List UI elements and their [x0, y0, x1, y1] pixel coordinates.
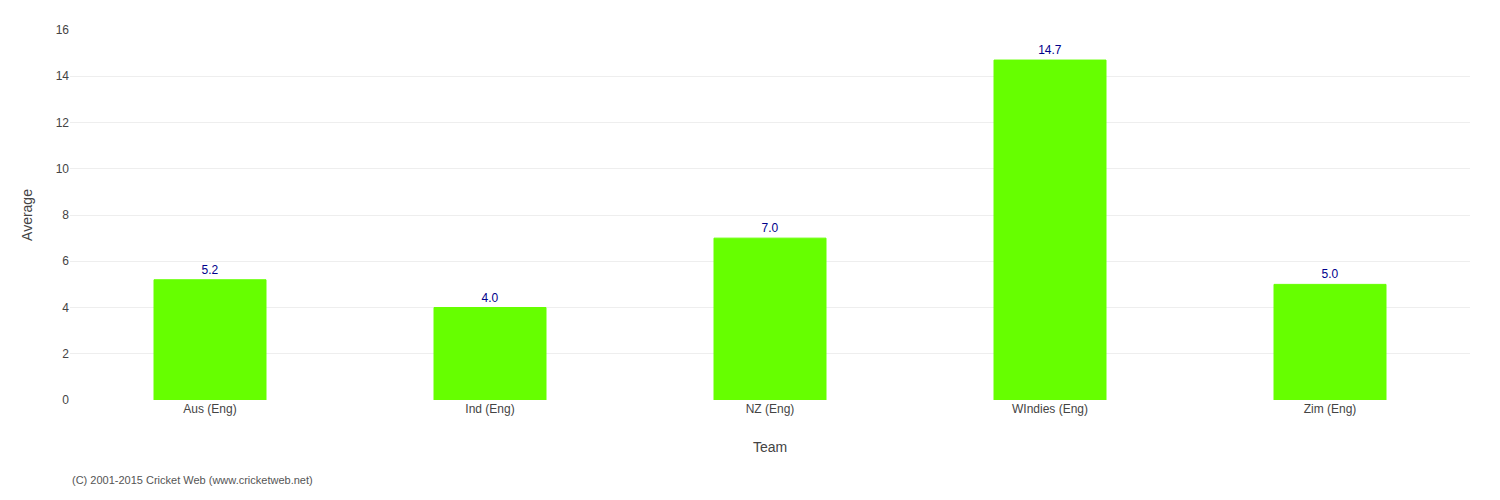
svg-text:Average: Average: [19, 189, 35, 241]
svg-text:NZ (Eng): NZ (Eng): [746, 402, 795, 416]
svg-text:Team: Team: [753, 439, 787, 455]
svg-text:2: 2: [62, 347, 69, 361]
svg-text:(C) 2001-2015 Cricket Web (www: (C) 2001-2015 Cricket Web (www.cricketwe…: [72, 474, 313, 486]
svg-text:WIndies (Eng): WIndies (Eng): [1012, 402, 1088, 416]
svg-text:7.0: 7.0: [761, 221, 778, 235]
svg-text:10: 10: [56, 162, 70, 176]
svg-text:Aus (Eng): Aus (Eng): [183, 402, 236, 416]
svg-text:14: 14: [56, 69, 70, 83]
svg-text:0: 0: [62, 393, 69, 407]
svg-text:16: 16: [56, 23, 70, 37]
svg-text:6: 6: [62, 254, 69, 268]
svg-text:14.7: 14.7: [1038, 43, 1062, 57]
svg-text:5.2: 5.2: [201, 263, 218, 277]
svg-text:8: 8: [62, 208, 69, 222]
svg-text:5.0: 5.0: [1321, 267, 1338, 281]
svg-text:Zim (Eng): Zim (Eng): [1304, 402, 1357, 416]
svg-text:4.0: 4.0: [481, 291, 498, 305]
svg-text:Ind (Eng): Ind (Eng): [465, 402, 514, 416]
svg-text:12: 12: [56, 116, 70, 130]
svg-text:4: 4: [62, 301, 69, 315]
